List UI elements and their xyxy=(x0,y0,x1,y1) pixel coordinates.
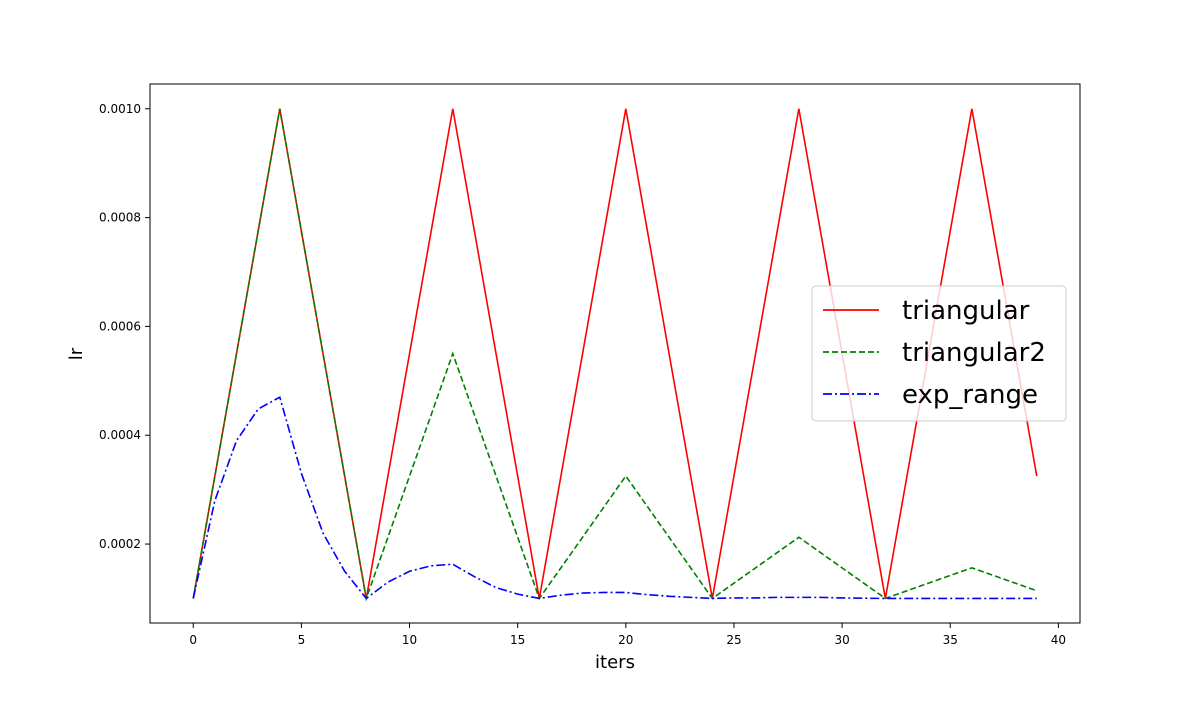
y-tick-label: 0.0006 xyxy=(99,319,141,333)
series-line-triangular xyxy=(192,108,1038,599)
x-tick-label: 20 xyxy=(618,633,633,647)
x-tick-label: 0 xyxy=(189,633,197,647)
y-tick-label: 0.0008 xyxy=(99,211,141,225)
series-layer xyxy=(192,108,1038,602)
x-tick-label: 40 xyxy=(1051,633,1066,647)
x-tick-label: 5 xyxy=(298,633,306,647)
x-tick-label: 30 xyxy=(834,633,849,647)
series-line-exp-range xyxy=(192,395,1037,600)
y-axis: 0.0002 0.0004 0.0006 0.0008 0.0010 xyxy=(99,102,150,551)
x-tick-label: 25 xyxy=(726,633,741,647)
y-tick-label: 0.0010 xyxy=(99,102,141,116)
plot-frame xyxy=(149,83,1081,624)
x-axis-label: iters xyxy=(595,652,635,673)
x-tick-label: 10 xyxy=(402,633,417,647)
y-tick-label: 0.0002 xyxy=(99,537,141,551)
series-line-triangular2 xyxy=(192,108,1038,602)
legend-label-triangular2: triangular2 xyxy=(902,338,1046,368)
legend-label-exp-range: exp_range xyxy=(902,380,1038,410)
legend-box xyxy=(811,285,1067,422)
legend-entries: triangular triangular2 exp_range xyxy=(823,296,1046,410)
y-axis-label: lr xyxy=(66,347,87,360)
x-axis: 0 5 10 15 20 25 30 35 40 xyxy=(189,623,1066,647)
x-tick-label: 35 xyxy=(943,633,958,647)
x-tick-label: 15 xyxy=(510,633,525,647)
y-tick-label: 0.0004 xyxy=(99,428,141,442)
legend: triangular triangular2 exp_range xyxy=(811,285,1067,422)
legend-label-triangular: triangular xyxy=(902,296,1030,326)
